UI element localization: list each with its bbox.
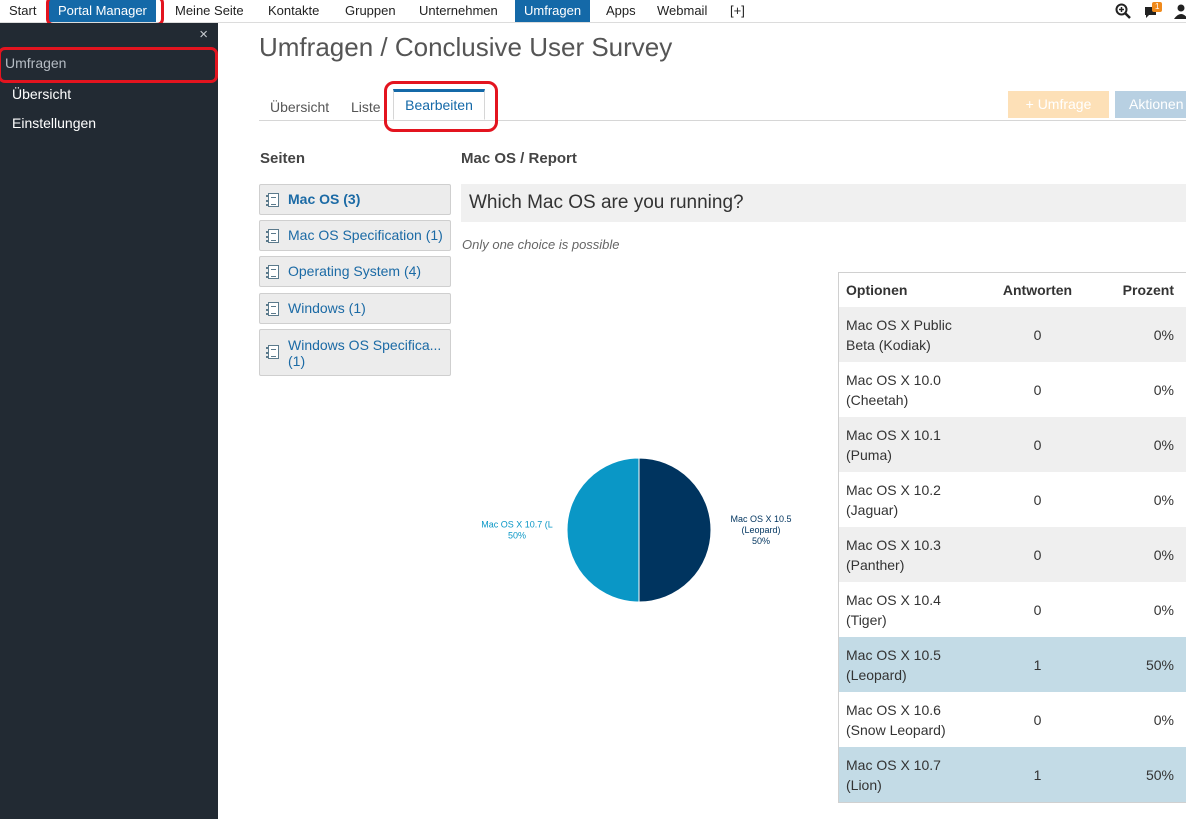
- option-cell: Mac OS X 10.6 (Snow Leopard): [846, 701, 946, 738]
- nav-item-add[interactable]: [+]: [730, 3, 745, 18]
- notification-badge: 1: [1152, 2, 1163, 12]
- table-header-row: Optionen Antworten Prozent: [838, 272, 1186, 307]
- page-item[interactable]: Operating System (4): [259, 256, 451, 287]
- table-row: Mac OS X 10.3 (Panther) 0 0%: [838, 527, 1186, 582]
- column-header-optionen: Optionen: [838, 272, 968, 307]
- top-navigation: Start Portal Manager Meine Seite Kontakt…: [0, 0, 1186, 26]
- table-row: Mac OS X Public Beta (Kodiak) 0 0%: [838, 307, 1186, 362]
- page-item[interactable]: Windows (1): [259, 293, 451, 324]
- pie-slice-label: 50%: [508, 531, 526, 541]
- column-header-prozent: Prozent: [1107, 272, 1186, 307]
- nav-item-meine-seite[interactable]: Meine Seite: [175, 3, 244, 18]
- nav-item-kontakte[interactable]: Kontakte: [268, 3, 320, 18]
- answers-cell: 1: [968, 637, 1107, 692]
- report-heading: Mac OS / Report: [461, 150, 577, 167]
- add-survey-button[interactable]: + Umfrage: [1008, 91, 1109, 118]
- option-cell: Mac OS X Public Beta (Kodiak): [838, 307, 968, 362]
- table-row: Mac OS X 10.6 (Snow Leopard) 0 0%: [839, 692, 1186, 747]
- percent-cell: 0%: [1107, 417, 1186, 472]
- column-header-antworten: Antworten: [968, 272, 1107, 307]
- percent-cell: 0%: [1153, 601, 1174, 618]
- percent-cell: 0%: [1107, 307, 1186, 362]
- sidebar-item-einstellungen[interactable]: Einstellungen: [12, 115, 97, 131]
- table-body: Mac OS X Public Beta (Kodiak) 0 0% Mac OS X…: [838, 307, 1186, 803]
- pie-chart: Mac OS X 10.5(Leopard)50%Mac OS X 10.7 (…: [481, 457, 792, 603]
- table-row: Mac OS X 10.1 (Puma) 0 0%: [838, 417, 1186, 472]
- page-item-label: Mac OS Specification (1): [288, 227, 443, 243]
- answers-cell: 0: [968, 527, 1107, 582]
- answers-cell: 1: [968, 747, 1107, 803]
- nav-item-umfragen[interactable]: Umfragen: [515, 0, 591, 22]
- nav-item-start[interactable]: Start: [9, 3, 37, 18]
- tab-bearbeiten[interactable]: Bearbeiten: [393, 89, 485, 120]
- document-icon: [266, 345, 279, 359]
- nav-item-unternehmen[interactable]: Unternehmen: [419, 3, 498, 18]
- percent-cell: 0%: [1153, 711, 1174, 728]
- option-cell: Mac OS X 10.7 (Lion): [838, 747, 968, 803]
- question-title: Which Mac OS are you running?: [461, 184, 1186, 222]
- close-icon[interactable]: ×: [199, 26, 208, 43]
- tab-uebersicht[interactable]: Übersicht: [270, 99, 330, 115]
- percent-cell: 50%: [1107, 637, 1186, 692]
- percent-cell: 0%: [1153, 381, 1174, 398]
- pie-slice-label: 50%: [752, 536, 770, 546]
- pages-heading: Seiten: [260, 150, 306, 167]
- answers-cell: 0: [968, 307, 1107, 362]
- tab-liste[interactable]: Liste: [351, 99, 381, 115]
- percent-cell: 0%: [1107, 527, 1186, 582]
- page-item[interactable]: Mac OS Specification (1): [259, 220, 451, 251]
- option-cell: Mac OS X 10.1 (Puma): [838, 417, 968, 472]
- document-icon: [266, 265, 279, 279]
- page-item-label: Operating System (4): [288, 263, 422, 279]
- page-item[interactable]: Windows OS Specifica... (1): [259, 329, 451, 376]
- actions-button[interactable]: Aktionen: [1115, 91, 1186, 118]
- percent-cell: 50%: [1107, 747, 1186, 803]
- page-title: Umfragen / Conclusive User Survey: [259, 32, 673, 62]
- question-hint: Only one choice is possible: [462, 237, 620, 252]
- pie-slice-label: (Leopard): [741, 525, 780, 535]
- answers-cell: 0: [1033, 381, 1042, 398]
- table-row: Mac OS X 10.5 (Leopard) 1 50%: [838, 637, 1186, 692]
- answers-cell: 0: [1033, 711, 1042, 728]
- answers-cell: 0: [1033, 491, 1042, 508]
- document-icon: [266, 193, 279, 207]
- results-table: Optionen Antworten Prozent Mac OS X Publ…: [838, 272, 1186, 803]
- table-row: Mac OS X 10.0 (Cheetah) 0 0%: [839, 362, 1186, 417]
- nav-item-apps[interactable]: Apps: [606, 3, 636, 18]
- page-item-label: Windows OS Specifica... (1): [288, 337, 442, 369]
- document-icon: [266, 302, 279, 316]
- nav-item-portal-manager[interactable]: Portal Manager: [49, 0, 156, 22]
- user-icon[interactable]: [1172, 2, 1186, 20]
- main-content: Umfragen / Conclusive User Survey Übersi…: [218, 23, 1186, 819]
- nav-item-gruppen[interactable]: Gruppen: [345, 3, 396, 18]
- answers-cell: 0: [968, 417, 1107, 472]
- page-item[interactable]: Mac OS (3): [259, 184, 451, 215]
- nav-item-webmail[interactable]: Webmail: [657, 3, 708, 18]
- table-row: Mac OS X 10.4 (Tiger) 0 0%: [839, 582, 1186, 637]
- pie-slice-label: Mac OS X 10.5: [730, 514, 791, 524]
- sidebar: × Umfragen Übersicht Einstellungen: [0, 23, 218, 819]
- page-item-label: Windows (1): [288, 300, 366, 316]
- search-zoom-icon[interactable]: [1114, 2, 1132, 20]
- pie-slice-label: Mac OS X 10.7 (L: [481, 520, 553, 530]
- percent-cell: 0%: [1153, 491, 1174, 508]
- page-item-label: Mac OS (3): [288, 191, 361, 207]
- table-row: Mac OS X 10.7 (Lion) 1 50%: [838, 747, 1186, 803]
- option-cell: Mac OS X 10.3 (Panther): [838, 527, 968, 582]
- document-icon: [266, 229, 279, 243]
- option-cell: Mac OS X 10.4 (Tiger): [846, 591, 941, 628]
- option-cell: Mac OS X 10.0 (Cheetah): [846, 371, 941, 408]
- option-cell: Mac OS X 10.2 (Jaguar): [846, 481, 941, 518]
- sidebar-item-uebersicht[interactable]: Übersicht: [12, 86, 72, 102]
- table-row: Mac OS X 10.2 (Jaguar) 0 0%: [839, 472, 1186, 527]
- option-cell: Mac OS X 10.5 (Leopard): [838, 637, 968, 692]
- answers-cell: 0: [1033, 601, 1042, 618]
- sidebar-heading[interactable]: Umfragen: [5, 55, 67, 71]
- pie-slice[interactable]: [638, 457, 712, 603]
- pie-slice[interactable]: [566, 457, 640, 603]
